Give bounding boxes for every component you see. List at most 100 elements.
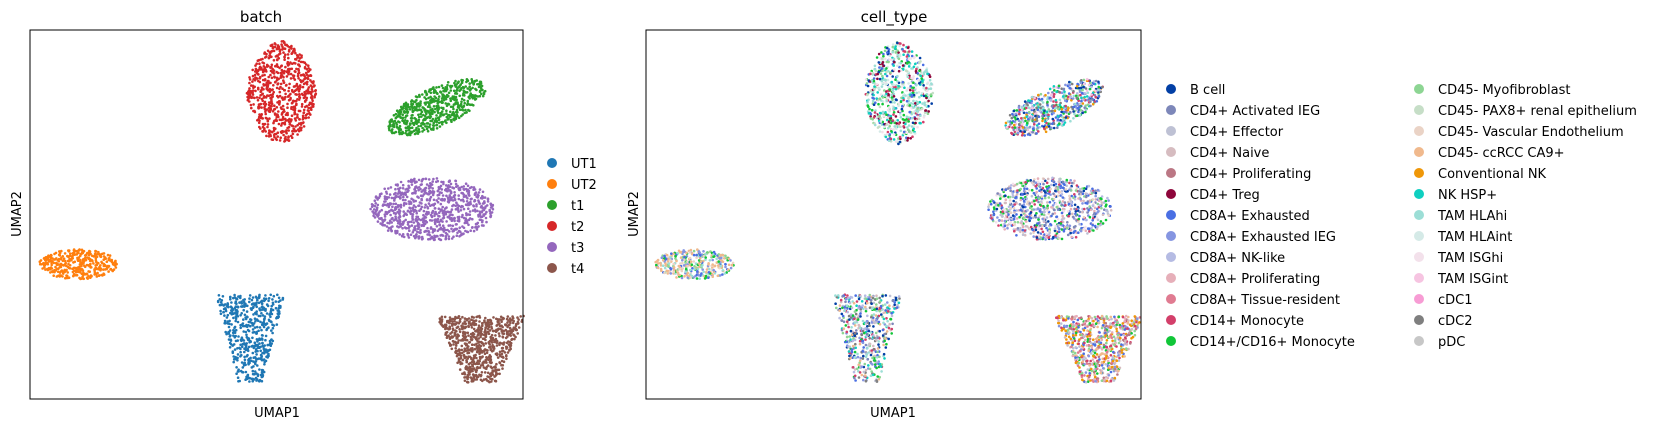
cell-type-point xyxy=(1012,128,1015,132)
batch-point xyxy=(297,55,300,58)
cell-type-point xyxy=(869,331,873,334)
batch-point xyxy=(470,370,473,373)
cell-type-point xyxy=(1037,93,1040,97)
batch-point xyxy=(240,338,243,341)
batch-point xyxy=(419,228,422,232)
batch-point xyxy=(476,315,479,318)
batch-point xyxy=(422,209,426,213)
batch-point xyxy=(62,257,66,261)
batch-point xyxy=(469,92,473,95)
batch-point xyxy=(422,213,425,217)
batch-point xyxy=(478,188,482,191)
batch-point xyxy=(501,335,505,339)
batch-point xyxy=(463,379,467,383)
batch-point xyxy=(248,294,252,297)
batch-point xyxy=(285,129,288,132)
batch-point xyxy=(281,298,285,301)
batch-point xyxy=(80,264,83,268)
cell-type-point xyxy=(677,249,681,253)
batch-point xyxy=(481,209,484,212)
cell-type-point xyxy=(854,379,857,382)
cell-type-point xyxy=(665,253,669,257)
cell-type-point xyxy=(712,268,715,272)
batch-point xyxy=(293,70,297,73)
batch-point xyxy=(290,136,294,139)
batch-point xyxy=(457,197,461,201)
batch-point xyxy=(432,121,436,125)
batch-point xyxy=(237,368,240,372)
batch-point xyxy=(67,249,71,252)
batch-point xyxy=(403,201,406,205)
batch-point xyxy=(449,191,453,195)
cell-type-point xyxy=(847,350,851,353)
batch-point xyxy=(444,331,448,335)
batch-point xyxy=(407,179,410,183)
cell-type-point xyxy=(854,294,857,297)
batch-point xyxy=(393,196,397,199)
cell-type-point xyxy=(1047,108,1051,111)
batch-point xyxy=(231,350,235,353)
batch-point xyxy=(394,116,398,120)
batch-point xyxy=(468,210,472,213)
batch-point xyxy=(440,208,443,211)
batch-point xyxy=(392,125,396,129)
batch-point xyxy=(455,89,459,92)
batch-point xyxy=(437,214,440,218)
batch-point xyxy=(252,305,255,309)
cell-type-point xyxy=(856,355,860,359)
cell-type-point xyxy=(891,299,895,303)
batch-point xyxy=(438,238,442,241)
batch-point xyxy=(296,113,299,116)
batch-point xyxy=(283,140,286,143)
batch-point xyxy=(396,210,400,214)
batch-point xyxy=(467,213,470,216)
cell-type-point xyxy=(865,332,869,336)
batch-point xyxy=(421,93,424,96)
batch-point xyxy=(428,113,432,116)
batch-point xyxy=(276,54,279,58)
batch-point xyxy=(427,238,430,241)
legend-label-ut1: UT1 xyxy=(571,157,597,172)
batch-point xyxy=(58,274,62,278)
batch-point xyxy=(250,298,254,302)
batch-point xyxy=(68,264,72,267)
batch-point xyxy=(472,321,475,325)
legend-marker-ut2 xyxy=(547,179,557,189)
batch-point xyxy=(409,212,413,216)
batch-point xyxy=(249,307,253,310)
batch-point xyxy=(276,46,280,49)
batch-point xyxy=(426,129,430,133)
batch-point xyxy=(302,96,306,100)
cell-type-point xyxy=(885,342,888,346)
batch-point xyxy=(428,123,432,126)
cell-type-point xyxy=(838,309,841,312)
cell-type-point xyxy=(711,258,714,262)
batch-point xyxy=(400,132,404,136)
cell-type-point xyxy=(884,309,887,312)
cell-type-point xyxy=(725,256,728,260)
batch-point xyxy=(398,129,401,132)
batch-point xyxy=(415,122,419,125)
batch-point xyxy=(447,117,450,121)
batch-point xyxy=(223,319,227,323)
batch-point xyxy=(467,351,471,355)
batch-point xyxy=(275,106,279,109)
batch-point xyxy=(447,237,451,241)
batch-point xyxy=(66,254,69,258)
legend-label-t4: t4 xyxy=(571,262,584,277)
batch-point xyxy=(397,195,401,198)
batch-point xyxy=(454,182,458,186)
batch-point xyxy=(432,105,436,108)
batch-point xyxy=(269,130,272,133)
cell-type-point xyxy=(689,260,693,264)
batch-point xyxy=(455,92,459,95)
batch-point xyxy=(269,73,272,77)
batch-point xyxy=(94,259,98,262)
batch-point xyxy=(221,295,225,298)
batch-point xyxy=(102,268,105,271)
batch-point xyxy=(500,320,503,324)
batch-point xyxy=(266,49,270,53)
batch-point xyxy=(456,81,460,84)
batch-point xyxy=(257,329,260,333)
batch-point xyxy=(432,190,435,194)
